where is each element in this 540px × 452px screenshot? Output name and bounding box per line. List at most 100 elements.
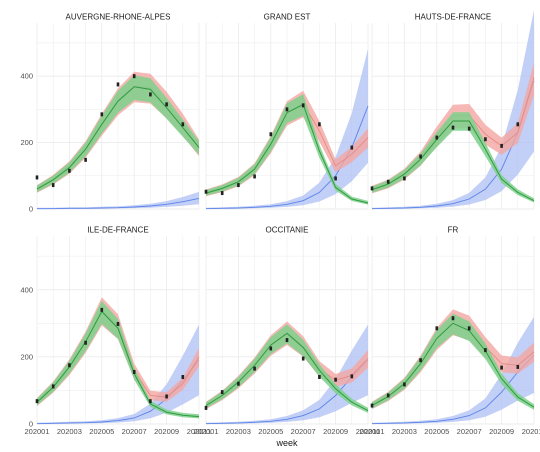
y-tick-label: 200 [20,138,33,147]
green-interval-band [206,94,368,205]
observed-point [419,358,422,363]
observed-point [220,390,224,395]
x-tick-label: 202007 [457,427,482,436]
x-tick-label: 202009 [323,427,348,436]
green-series-line [371,322,535,408]
green-series-line [371,120,535,202]
green-series-line [205,332,369,412]
facet-strip [206,10,368,23]
blue-interval-band [372,316,534,424]
observed-point [435,135,439,140]
observed-point [484,348,487,353]
observed-point [132,74,136,79]
observed-point [516,122,520,127]
y-tick-label: 0 [29,205,33,214]
observed-point [253,366,256,371]
observed-point [370,403,374,408]
observed-point [165,102,168,107]
blue-series-line [371,80,535,210]
observed-point [100,112,104,117]
observed-point [334,176,337,181]
x-tick-label: 202003 [57,427,82,436]
observed-point [301,356,305,361]
x-tick-label: 202011 [522,427,540,436]
observed-point [181,122,185,127]
observed-point [451,125,455,130]
facet-title: ILE-DE-FRANCE [87,226,148,235]
facet-strip [372,10,534,23]
green-interval-band [37,75,199,193]
observed-point [149,399,152,404]
observed-point [220,191,224,196]
observed-point [484,137,487,142]
observed-point [165,394,168,399]
observed-point [269,346,273,351]
observed-point [237,381,240,386]
observed-point [84,340,87,345]
x-tick-label: 202001 [24,427,49,436]
x-tick-label: 202001 [359,427,384,436]
observed-point [350,374,354,379]
observed-point [386,393,390,398]
observed-point [370,186,374,191]
blue-interval-band [206,324,368,424]
observed-point [500,365,503,370]
facet-strip [206,223,368,236]
y-tick-label: 400 [20,72,33,81]
observed-point [149,92,152,97]
observed-point [35,399,39,404]
observed-point [350,145,354,150]
observed-point [84,157,87,162]
observed-point [100,307,104,312]
green-series-line [36,310,200,418]
facet-panel-2: GRAND EST [204,10,369,210]
x-tick-label: 202007 [291,427,316,436]
y-tick-label: 200 [20,352,33,361]
green-interval-band [206,324,368,413]
observed-point [467,326,471,331]
facet-panel-4: ILE-DE-FRANCE 0 200 400 202001 202003 202005 20… [20,223,211,436]
x-tick-label: 202011 [356,427,380,436]
observed-point [132,369,136,374]
observed-point [68,363,71,368]
facet-title: GRAND EST [264,13,311,22]
facet-title: FR [448,226,459,235]
x-axis-title: week [275,438,298,448]
observed-point [285,338,289,343]
observed-point [269,132,273,137]
observed-point [35,175,39,180]
x-tick-label: 202009 [154,427,179,436]
observed-point [318,122,321,127]
facet-panel-5: OCCITANIE 202001 202003 202005 202007 202009 2… [193,223,380,436]
facet-title: AUVERGNE-RHONE-ALPES [66,13,171,22]
observed-point [204,189,208,194]
x-tick-label: 202011 [187,427,211,436]
observed-point [334,377,337,382]
observed-point [116,82,120,87]
green-interval-band [372,112,534,203]
red-interval-band [37,297,199,407]
facet-strip [372,223,534,236]
observed-point [51,183,55,188]
x-tick-label: 202005 [89,427,114,436]
facet-strip [37,10,199,23]
observed-point [68,168,71,173]
observed-point [435,326,439,331]
observed-point [403,382,406,387]
x-tick-label: 202009 [489,427,514,436]
observed-point [516,364,520,369]
observed-point [301,103,305,108]
observed-point [318,375,321,379]
x-tick-label: 202005 [424,427,449,436]
observed-point [116,321,120,326]
facet-title: OCCITANIE [266,226,309,235]
y-tick-label: 400 [20,285,33,294]
green-series-line [36,86,200,190]
x-tick-label: 202005 [258,427,283,436]
green-series-line [205,103,369,204]
facet-panel-1: AUVERGNE-RHONE-ALPES 0 200 400 [20,10,200,214]
blue-series-line [37,197,200,210]
observed-point [253,174,256,179]
observed-point [451,316,455,321]
